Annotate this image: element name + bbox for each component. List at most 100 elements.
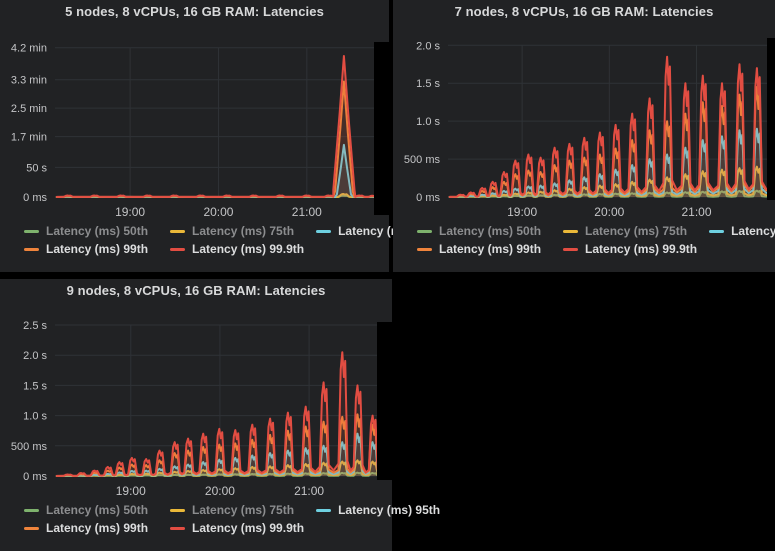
legend-item-99th[interactable]: Latency (ms) 99th [24,521,148,535]
y-tick-label: 4.2 min [11,43,47,55]
series-area-95th [56,144,382,197]
series-line-99.9th [448,55,768,198]
legend-item-99th[interactable]: Latency (ms) 99th [24,242,148,256]
series-line-99.9th [55,351,384,477]
legend-series-dash-icon [24,526,39,530]
legend-item-99th[interactable]: Latency (ms) 99th [417,242,541,256]
panel-title[interactable]: 7 nodes, 8 vCPUs, 16 GB RAM: Latencies [454,4,714,19]
panel-title[interactable]: 9 nodes, 8 vCPUs, 16 GB RAM: Latencies [66,283,326,298]
legend-series-dash-icon [316,229,332,233]
series-area-99th [449,87,767,197]
latency-timeseries-chart[interactable]: 0 ms 500 ms 1.0 s 1.5 s 2.0 s 19:00 20:00 21:00 [393,0,775,222]
y-tick-label: 2.0 s [23,350,47,362]
x-tick-label: 21:00 [294,484,324,498]
legend-series-dash-icon [170,229,186,233]
legend-item-label: Latency (ms) 99.9th [585,242,698,256]
legend-item-label: Latency (ms) 95th [338,503,441,517]
legend-item-75th[interactable]: Latency (ms) 75th [563,224,687,238]
x-tick-label: 21:00 [682,205,712,219]
panel-9-nodes-latencies: 9 nodes, 8 vCPUs, 16 GB RAM: Latencies 0… [0,279,440,551]
series-line-75th [448,165,768,198]
x-tick-label: 19:00 [116,484,146,498]
legend-item-label: Latency (ms) 50th [46,224,149,238]
series-area-99th [56,81,382,197]
legend-item-75th[interactable]: Latency (ms) 75th [170,503,294,517]
legend-item-50th[interactable]: Latency (ms) 50th [417,224,541,238]
y-tick-label: 2.0 s [416,40,440,52]
panel-5-nodes-latencies: 5 nodes, 8 vCPUs, 16 GB RAM: Latencies 0… [0,0,440,272]
axis-labels: 0 ms 50 s 1.7 min 2.5 min 3.3 min 4.2 min 19:0… [11,43,322,219]
legend-row: Latency (ms) 50th Latency (ms) 75th Latenc… [417,224,775,238]
legend-item-label: Latency (ms) 99.9th [192,521,305,535]
x-tick-label: 21:00 [292,205,322,219]
y-tick-label: 3.3 min [11,75,47,87]
legend-item-label: Latency (ms) 95th [731,224,775,238]
y-tick-label: 1.0 s [23,411,47,423]
legend-series-dash-icon [563,229,579,233]
legend-item-50th[interactable]: Latency (ms) 50th [24,503,148,517]
series-line-99th [55,413,384,477]
legend-item-label: Latency (ms) 75th [192,503,295,517]
x-tick-label: 20:00 [594,205,624,219]
cut-overlay [767,38,775,200]
latency-timeseries-chart[interactable]: 0 ms 50 s 1.7 min 2.5 min 3.3 min 4.2 min 19:0… [0,0,389,222]
x-tick-label: 20:00 [205,484,235,498]
x-tick-label: 19:00 [507,205,537,219]
legend-series-dash-icon [563,247,579,251]
y-tick-label: 500 ms [404,154,441,166]
series-area-99.9th [56,352,383,476]
y-tick-label: 1.5 s [416,78,440,90]
series-line-99.9th [55,55,383,198]
legend-item-95th[interactable]: Latency (ms) 95th [316,503,440,517]
legend-row: Latency (ms) 99th Latency (ms) 99.9th [417,242,775,256]
legend-item-label: Latency (ms) 75th [192,224,295,238]
axis-labels: 0 ms 500 ms 1.0 s 1.5 s 2.0 s 2.5 s 19:00 20:00… [11,320,325,498]
legend-item-99.9th[interactable]: Latency (ms) 99.9th [170,242,304,256]
x-tick-label: 20:00 [203,205,233,219]
legend-item-95th[interactable]: Latency (ms) 95th [709,224,775,238]
series-line-75th [55,459,384,477]
legend-series-dash-icon [709,229,725,233]
legend-item-50th[interactable]: Latency (ms) 50th [24,224,148,238]
series-area-75th [56,460,383,476]
axis-labels: 0 ms 500 ms 1.0 s 1.5 s 2.0 s 19:00 20:00 21:00 [404,40,712,219]
legend-item-99.9th[interactable]: Latency (ms) 99.9th [563,242,697,256]
y-tick-label: 500 ms [11,441,48,453]
legend-row: Latency (ms) 99th Latency (ms) 99.9th [24,521,440,535]
legend-item-label: Latency (ms) 50th [46,503,149,517]
series-line-95th [448,127,768,198]
series-area-95th [449,128,767,197]
y-tick-label: 1.7 min [11,132,47,144]
latency-timeseries-chart[interactable]: 0 ms 500 ms 1.0 s 1.5 s 2.0 s 2.5 s 19:00 20:00… [0,279,392,501]
legend-row: Latency (ms) 50th Latency (ms) 75th Latenc… [24,224,440,238]
x-tick-label: 19:00 [115,205,145,219]
y-tick-label: 0 ms [416,192,440,204]
legend-item-75th[interactable]: Latency (ms) 75th [170,224,294,238]
series-plot [448,55,768,198]
panel-7-nodes-latencies: 7 nodes, 8 vCPUs, 16 GB RAM: Latencies 0… [393,0,775,272]
legend-item-99.9th[interactable]: Latency (ms) 99.9th [170,521,304,535]
legend-row: Latency (ms) 50th Latency (ms) 75th Latenc… [24,503,440,517]
panel-title[interactable]: 5 nodes, 8 vCPUs, 16 GB RAM: Latencies [65,4,324,19]
chart-legend: Latency (ms) 50th Latency (ms) 75th Latenc… [417,224,775,260]
legend-series-dash-icon [316,508,332,512]
series-area-75th [449,166,767,197]
series-area-99th [56,414,383,476]
legend-item-label: Latency (ms) 99th [439,242,542,256]
series-line-99th [55,80,383,198]
legend-series-dash-icon [170,526,186,530]
series-plot [55,55,383,198]
legend-item-label: Latency (ms) 99.9th [192,242,305,256]
legend-series-dash-icon [170,247,186,251]
legend-row: Latency (ms) 99th Latency (ms) 99.9th [24,242,440,256]
y-tick-label: 50 s [26,162,47,174]
legend-item-label: Latency (ms) 99th [46,521,149,535]
y-tick-label: 0 ms [23,192,47,204]
series-area-50th [449,190,767,197]
series-line-95th [55,432,384,477]
y-tick-label: 2.5 min [11,103,47,115]
chart-legend: Latency (ms) 50th Latency (ms) 75th Latenc… [24,503,440,539]
y-tick-label: 0 ms [23,471,47,483]
legend-series-dash-icon [24,508,39,512]
